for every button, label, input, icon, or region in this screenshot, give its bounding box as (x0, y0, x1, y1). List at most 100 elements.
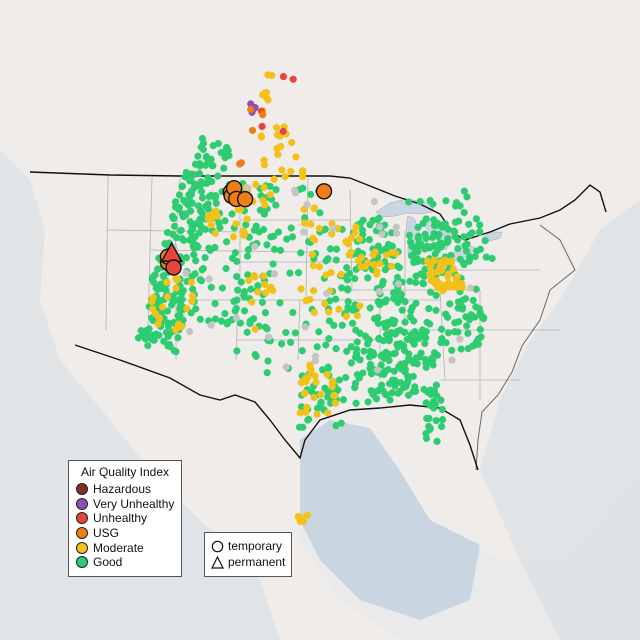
monitor-dot (186, 327, 194, 336)
monitor-dot (398, 306, 406, 314)
monitor-dot (384, 240, 393, 249)
monitor-dot (456, 202, 464, 210)
monitor-dot (162, 328, 171, 337)
monitor-dot (228, 210, 236, 218)
monitor-dot (223, 320, 231, 328)
monitor-dot (354, 256, 362, 265)
monitor-dot (172, 284, 180, 292)
monitor-dot (270, 270, 279, 278)
monitor-dot (205, 275, 213, 283)
monitor-dot (273, 131, 282, 139)
monitor-dot (342, 312, 351, 320)
monitor-dot (390, 367, 398, 375)
monitor-dot (298, 347, 306, 355)
hazardous-swatch-icon (76, 483, 88, 496)
monitor-dot (212, 192, 220, 200)
monitor-dot (195, 169, 204, 178)
monitor-dot (477, 333, 485, 341)
monitor-dot (355, 235, 364, 243)
monitor-dot (269, 232, 278, 240)
monitor-dot (472, 215, 481, 223)
monitor-dot (327, 269, 335, 277)
monitor-dot (437, 263, 445, 271)
monitor-dot (358, 226, 367, 234)
monitor-dot (406, 238, 415, 246)
monitor-dot (344, 303, 352, 312)
monitor-dot (335, 376, 344, 384)
monitor-dot (430, 230, 438, 238)
monitor-dot (454, 245, 462, 253)
monitor-dot (305, 415, 313, 423)
monitor-dot (212, 207, 220, 215)
monitor-dot (144, 342, 152, 350)
monitor-dot (466, 284, 475, 292)
monitor-dot (310, 204, 318, 213)
monitor-dot (233, 314, 241, 322)
east-coast (475, 224, 576, 471)
monitor-dot (287, 224, 295, 232)
aqi-legend-title: Air Quality Index (80, 465, 170, 479)
monitor-dot (187, 228, 195, 236)
monitor-dot (260, 225, 268, 234)
monitor-dot (324, 409, 332, 417)
monitor-dot (190, 251, 198, 259)
monitor-dot (325, 335, 333, 343)
monitor-dot (388, 248, 396, 257)
monitor-dot (182, 199, 190, 207)
monitor-dot (297, 249, 305, 257)
monitor-dot (476, 325, 484, 334)
monitor-dot (181, 173, 189, 181)
aqi-legend-label: Good (93, 555, 123, 570)
monitor-dot (326, 245, 335, 253)
monitor-dot (178, 210, 187, 218)
monitor-dot (303, 201, 311, 209)
monitor-dot (288, 138, 296, 147)
monitor-dot (467, 311, 475, 319)
monitor-dot (442, 239, 450, 247)
monitor-dot (388, 389, 396, 397)
monitor-dot (328, 377, 336, 385)
monitor-dot (154, 320, 162, 328)
monitor-dot (269, 260, 277, 268)
monitor-dot (369, 251, 377, 259)
monitor-dot (352, 349, 361, 357)
monitor-dot (414, 223, 422, 231)
monitor-dot (386, 396, 394, 404)
monitor-dot (301, 323, 309, 331)
monitor-dot (387, 262, 395, 270)
monitor-dot (256, 206, 264, 214)
monitor-dot (217, 149, 225, 157)
monitor-dot (232, 220, 240, 228)
monitor-dot (392, 229, 401, 237)
monitor-dot (317, 400, 325, 408)
monitor-dot (325, 317, 334, 325)
monitor-dot (245, 276, 253, 285)
monitor-dot (433, 437, 441, 445)
unhealthy-swatch-icon (76, 512, 88, 525)
aqi-legend-label: USG (93, 526, 120, 541)
monitor-dot (252, 180, 260, 189)
monitor-dot (310, 308, 318, 317)
monitor-dot (295, 269, 303, 277)
monitor-dot (303, 403, 311, 411)
monitor-dot (212, 199, 220, 207)
monitor-dot (379, 277, 387, 285)
monitor-dot (446, 300, 454, 308)
monitor-dot (296, 517, 304, 526)
monitor-dot (191, 160, 200, 168)
monitor-dot (196, 315, 204, 323)
monitor-dot (417, 349, 425, 357)
aqi-legend-label: Hazardous (93, 482, 152, 497)
very-unhealthy-swatch-icon (76, 497, 88, 510)
aqi-legend-label: Unhealthy (93, 511, 148, 526)
monitor-dot (394, 343, 402, 351)
monitor-dot (451, 218, 460, 226)
monitor-dot (343, 264, 351, 272)
state-line (297, 299, 301, 361)
monitor-dot (369, 216, 377, 225)
monitor-dot (422, 429, 430, 438)
monitor-dot (355, 374, 363, 382)
monitor-dot (186, 177, 194, 185)
monitor-dot (349, 319, 357, 327)
monitor-dot (322, 257, 330, 265)
